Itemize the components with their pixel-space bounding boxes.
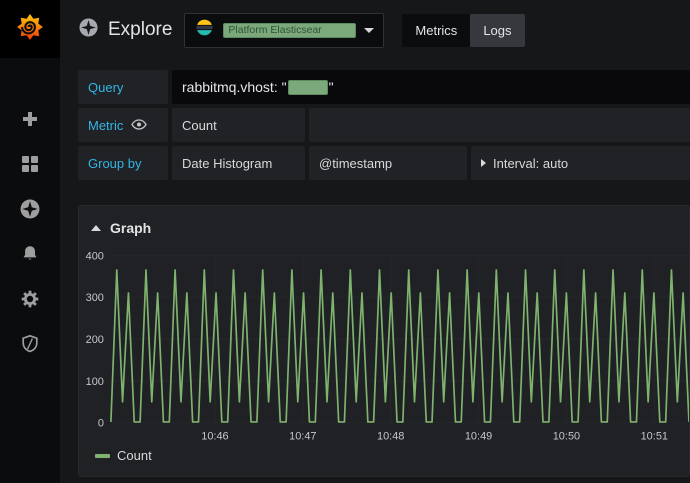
svg-text:100: 100 xyxy=(86,376,104,388)
query-row-label[interactable]: Query xyxy=(78,70,168,104)
legend-series-label: Count xyxy=(117,448,152,463)
datasource-picker[interactable]: Platform Elasticsear xyxy=(184,12,385,48)
plus-icon xyxy=(20,109,40,134)
query-text-suffix: " xyxy=(328,79,334,95)
sidebar-item-dashboards[interactable] xyxy=(17,153,43,179)
svg-text:0: 0 xyxy=(98,418,104,430)
graph-panel-title: Graph xyxy=(110,220,152,236)
logs-tab-button[interactable]: Logs xyxy=(470,13,525,47)
legend-series-marker xyxy=(95,453,110,458)
eye-icon[interactable] xyxy=(131,118,148,133)
svg-text:400: 400 xyxy=(86,250,104,262)
shield-icon xyxy=(20,334,40,359)
query-row: Query rabbitmq.vhost: " " xyxy=(78,70,690,104)
query-editor: Query rabbitmq.vhost: " " Metric Count xyxy=(60,60,690,184)
group-by-row: Group by Date Histogram @timestamp Inter… xyxy=(78,146,690,180)
compass-icon xyxy=(78,17,99,43)
explore-title: Explore xyxy=(78,17,172,43)
mode-toggle: Metrics Logs xyxy=(402,13,525,47)
svg-text:10:49: 10:49 xyxy=(465,431,492,443)
sidebar-item-create[interactable] xyxy=(17,108,43,134)
sidebar-item-explore[interactable] xyxy=(17,198,43,224)
svg-text:10:51: 10:51 xyxy=(641,431,668,443)
query-input[interactable]: rabbitmq.vhost: " " xyxy=(172,70,690,104)
svg-text:300: 300 xyxy=(86,292,104,304)
svg-text:10:50: 10:50 xyxy=(553,431,580,443)
sidebar-item-alerting[interactable] xyxy=(17,243,43,269)
graph-panel: Graph 0 100 200 300 400 10:46 10:47 10:48 10:49 1… xyxy=(78,205,690,477)
bell-icon xyxy=(20,244,40,269)
elasticsearch-icon xyxy=(194,17,215,43)
grafana-logo[interactable] xyxy=(0,0,60,58)
explore-toolbar: Explore Platform Elasticsear Metrics Log… xyxy=(60,0,690,60)
graph-panel-header[interactable]: Graph xyxy=(79,206,689,245)
graph-legend[interactable]: Count xyxy=(79,445,689,463)
sidebar-nav xyxy=(17,108,43,359)
sidebar-item-configuration[interactable] xyxy=(17,288,43,314)
metric-agg-select[interactable]: Count xyxy=(172,108,305,142)
explore-page: Explore Platform Elasticsear Metrics Log… xyxy=(60,0,690,483)
metric-row-spacer xyxy=(309,108,690,142)
svg-text:200: 200 xyxy=(86,334,104,346)
metric-row: Metric Count xyxy=(78,108,690,142)
group-by-row-label[interactable]: Group by xyxy=(78,146,168,180)
svg-text:10:47: 10:47 xyxy=(289,431,316,443)
chevron-down-icon xyxy=(364,27,375,33)
interval-setting[interactable]: Interval: auto xyxy=(471,146,690,180)
datasource-name-redacted: Platform Elasticsear xyxy=(223,22,357,38)
graph-chart[interactable]: 0 100 200 300 400 10:46 10:47 10:48 10:49 10:50 10… xyxy=(79,245,689,445)
query-value-redacted xyxy=(287,79,328,95)
metric-row-label[interactable]: Metric xyxy=(78,108,168,142)
metrics-tab-button[interactable]: Metrics xyxy=(402,13,471,47)
group-by-agg-select[interactable]: Date Histogram xyxy=(172,146,305,180)
sidebar xyxy=(0,0,60,483)
group-by-field-select[interactable]: @timestamp xyxy=(309,146,467,180)
collapse-icon xyxy=(91,225,101,231)
svg-text:10:46: 10:46 xyxy=(201,431,228,443)
apps-grid-icon xyxy=(20,154,40,179)
sidebar-item-server-admin[interactable] xyxy=(17,333,43,359)
query-text-prefix: rabbitmq.vhost: " xyxy=(182,79,287,95)
svg-text:10:48: 10:48 xyxy=(377,431,404,443)
page-title: Explore xyxy=(108,19,173,40)
caret-right-icon xyxy=(481,159,486,167)
grafana-flame-icon xyxy=(15,12,45,47)
gear-icon xyxy=(20,289,40,314)
compass-icon xyxy=(19,198,41,225)
